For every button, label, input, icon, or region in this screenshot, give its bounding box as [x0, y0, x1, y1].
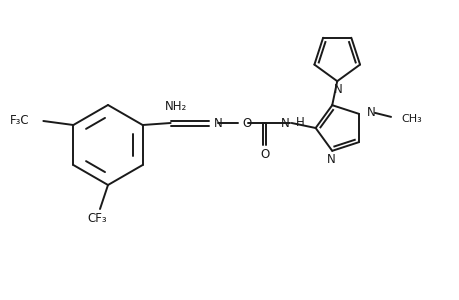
Text: N: N	[333, 83, 342, 96]
Text: CF₃: CF₃	[87, 212, 106, 226]
Text: N: N	[326, 153, 335, 166]
Text: NH₂: NH₂	[164, 100, 186, 112]
Text: N: N	[213, 116, 222, 130]
Text: F₃C: F₃C	[10, 113, 29, 127]
Text: N: N	[366, 106, 375, 119]
Text: O: O	[242, 116, 252, 130]
Text: O: O	[259, 148, 269, 160]
Text: H: H	[295, 116, 304, 128]
Text: CH₃: CH₃	[400, 114, 421, 124]
Text: N: N	[280, 116, 289, 130]
